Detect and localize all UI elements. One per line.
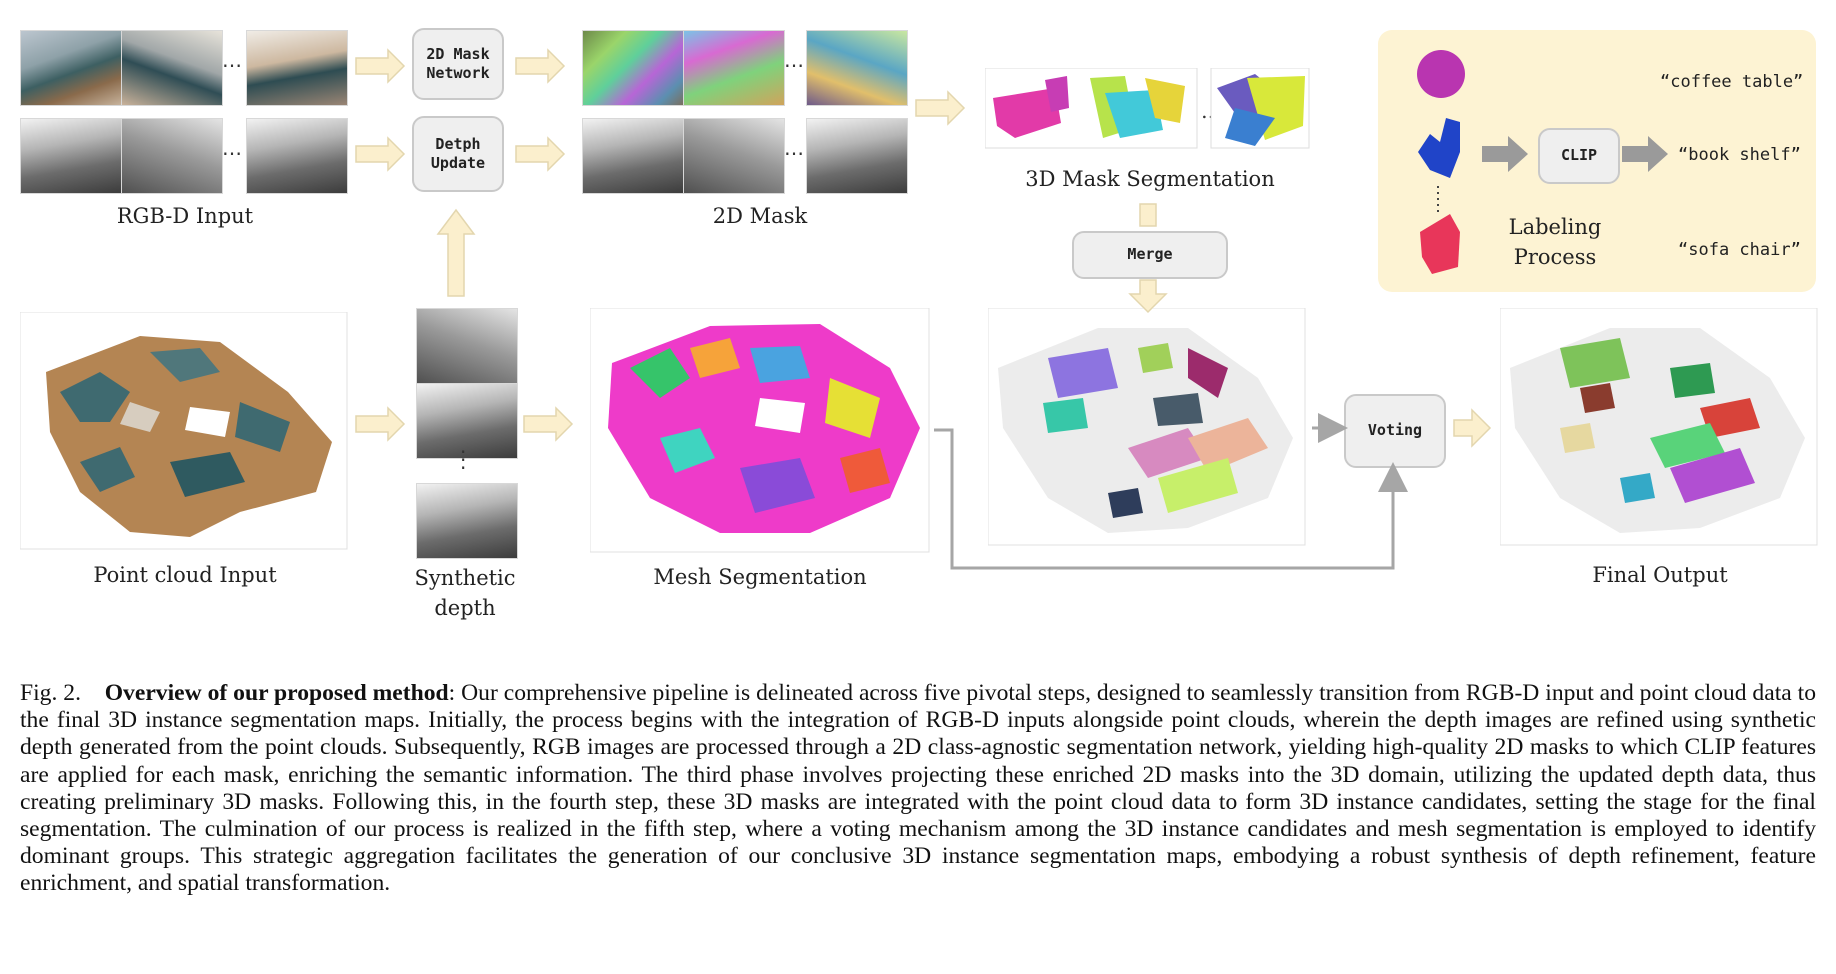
label-synthetic-depth: Synthetic depth	[414, 566, 516, 620]
ellipsis-vertical: · · ·	[460, 440, 467, 480]
connector-mesh-to-voting	[934, 428, 1408, 570]
rgb-image-3	[246, 30, 348, 106]
updated-depth-image-1	[582, 118, 684, 194]
point-cloud-input-image	[20, 312, 348, 550]
mask-image-3	[806, 30, 908, 106]
mask-image-2	[683, 30, 785, 106]
ellipsis: …	[222, 48, 242, 72]
final-output-image	[1500, 308, 1818, 546]
ellipsis: …	[222, 136, 242, 160]
label-rgbd-input: RGB-D Input	[116, 204, 254, 228]
mesh-segmentation-image	[590, 308, 930, 553]
arrow	[436, 208, 476, 297]
caption-body: : Our comprehensive pipeline is delineat…	[20, 680, 1817, 897]
arrow	[355, 406, 406, 442]
mask-3d-segmentation-image: …	[985, 68, 1310, 149]
rgb-image-1	[20, 30, 122, 106]
label-mesh-segmentation: Mesh Segmentation	[653, 565, 867, 589]
synthetic-depth-image-2	[416, 383, 518, 459]
rgb-image-2	[121, 30, 223, 106]
arrow	[355, 48, 406, 84]
clip-label-book-shelf: “book shelf”	[1678, 145, 1801, 165]
clip-label-sofa-chair: “sofa chair”	[1678, 240, 1801, 260]
arrow	[515, 48, 566, 84]
arrow	[1128, 279, 1168, 314]
ellipsis: …	[784, 136, 804, 160]
depth-image-3	[246, 118, 348, 194]
ellipsis: …	[784, 48, 804, 72]
arrow	[523, 406, 574, 442]
figure-caption: Fig. 2. Overview of our proposed method:…	[20, 680, 1816, 898]
arrow	[1482, 136, 1528, 172]
caption-fig-label: Fig. 2.	[20, 680, 81, 706]
depth-image-2	[121, 118, 223, 194]
arrow	[515, 136, 566, 172]
label-point-cloud-input: Point cloud Input	[93, 563, 277, 587]
updated-depth-image-2	[683, 118, 785, 194]
merge-box: Merge	[1072, 231, 1228, 279]
mask-network-box: 2D Mask Network	[412, 28, 504, 100]
depth-update-box: Detph Update	[412, 116, 504, 192]
label-final-output: Final Output	[1592, 563, 1728, 587]
clip-box: CLIP	[1538, 128, 1620, 184]
caption-title: Overview of our proposed method	[104, 680, 449, 706]
arrow	[1453, 408, 1492, 448]
label-2d-mask: 2D Mask	[712, 204, 808, 228]
pipeline-figure: … … RGB-D Input 2D Mask Network Detph Up…	[20, 28, 1818, 620]
synthetic-depth-image-3	[416, 483, 518, 559]
label-3d-mask-segmentation: 3D Mask Segmentation	[1025, 167, 1275, 191]
clip-label-coffee-table: “coffee table”	[1660, 72, 1804, 92]
synthetic-depth-image-1	[416, 308, 518, 384]
arrow	[915, 90, 966, 126]
label-labeling-process: Labeling Process	[1508, 215, 1602, 269]
arrow	[1622, 136, 1668, 172]
flow-arrows	[355, 48, 1668, 570]
updated-depth-image-3	[806, 118, 908, 194]
labeled-object-thumbnails	[1417, 50, 1465, 274]
mask-image-1	[582, 30, 684, 106]
instance-candidates-image	[988, 308, 1306, 546]
arrow	[355, 136, 406, 172]
arrow	[1139, 203, 1157, 227]
